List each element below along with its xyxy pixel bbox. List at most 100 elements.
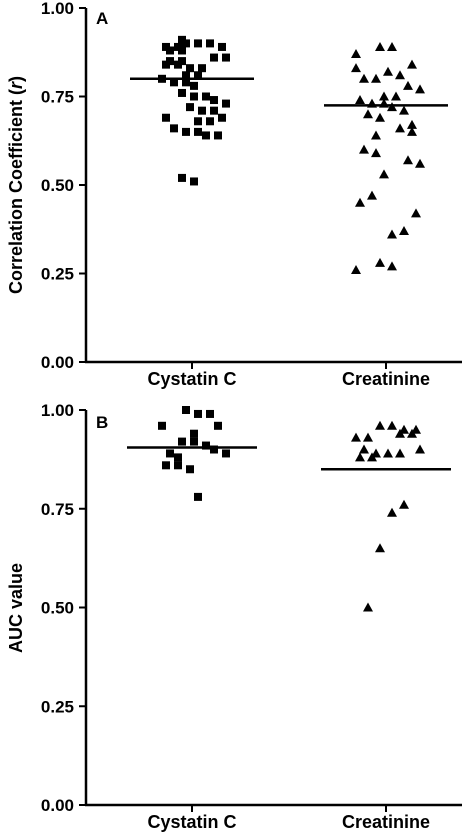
data-point-square: [206, 409, 214, 418]
data-point-triangle: [379, 91, 389, 101]
panel-label: A: [96, 9, 108, 28]
data-point-triangle: [359, 73, 369, 83]
data-point-square: [190, 177, 198, 186]
y-axis-label: Correlation Coefficient (r): [6, 76, 26, 294]
data-point-square: [182, 78, 190, 87]
data-point-triangle: [355, 95, 365, 105]
y-tick-label: 1.00: [41, 401, 74, 420]
panel-label: B: [96, 413, 108, 432]
data-point-triangle: [407, 119, 417, 129]
data-point-triangle: [407, 59, 417, 69]
panel-b: 0.00 0.25 0.50 0.75 1.00 Cystatin C Creatinine…: [6, 401, 462, 832]
data-point-triangle: [395, 448, 405, 458]
data-point-square: [174, 453, 182, 462]
data-point-triangle: [371, 130, 381, 140]
data-point-triangle: [395, 123, 405, 133]
data-point-square: [178, 88, 186, 97]
data-point-triangle: [367, 452, 377, 462]
data-point-square: [162, 113, 170, 122]
data-point-triangle: [415, 84, 425, 94]
data-point-triangle: [351, 49, 361, 59]
data-point-square: [194, 39, 202, 48]
data-point-square: [178, 46, 186, 55]
y-tick-label: 0.25: [41, 697, 74, 716]
y-tick-label: 0.50: [41, 176, 74, 195]
data-point-square: [190, 81, 198, 90]
data-point-square: [166, 46, 174, 55]
data-point-square: [194, 409, 202, 418]
data-point-triangle: [363, 432, 373, 442]
data-point-square: [182, 127, 190, 136]
data-point-square: [162, 60, 170, 69]
data-point-triangle: [363, 602, 373, 612]
data-point-triangle: [367, 190, 377, 200]
data-point-triangle: [387, 420, 397, 430]
y-axis-label: AUC value: [6, 563, 26, 653]
data-point-square: [162, 461, 170, 470]
data-point-square: [222, 449, 230, 458]
data-point-triangle: [399, 105, 409, 115]
data-point-triangle: [351, 63, 361, 73]
data-point-triangle: [391, 91, 401, 101]
data-point-triangle: [387, 229, 397, 239]
data-point-square: [186, 465, 194, 474]
data-point-square: [190, 437, 198, 446]
y-tick-label: 0.00: [41, 796, 74, 815]
data-point-square: [210, 96, 218, 105]
data-point-square: [190, 429, 198, 438]
data-point-triangle: [383, 66, 393, 76]
y-tick-label: 0.25: [41, 265, 74, 284]
data-point-triangle: [375, 257, 385, 267]
data-point-triangle: [351, 432, 361, 442]
data-point-triangle: [359, 144, 369, 154]
data-point-square: [178, 437, 186, 446]
x-category-label: Creatinine: [342, 369, 430, 389]
data-point-square: [210, 445, 218, 454]
data-point-triangle: [375, 420, 385, 430]
y-tick-label: 1.00: [41, 0, 74, 18]
data-point-triangle: [379, 169, 389, 179]
data-point-triangle: [387, 102, 397, 112]
data-point-square: [210, 106, 218, 115]
data-point-square: [194, 117, 202, 126]
data-point-square: [222, 53, 230, 62]
data-point-square: [206, 39, 214, 48]
data-point-triangle: [371, 73, 381, 83]
data-point-square: [202, 441, 210, 450]
data-point-triangle: [415, 158, 425, 168]
data-point-triangle: [411, 208, 421, 218]
data-point-triangle: [359, 444, 369, 454]
data-point-triangle: [371, 148, 381, 158]
data-point-square: [174, 461, 182, 470]
data-point-triangle: [375, 543, 385, 553]
data-point-triangle: [387, 261, 397, 271]
data-point-square: [182, 406, 190, 414]
data-point-square: [202, 131, 210, 140]
x-category-label: Cystatin C: [147, 369, 236, 389]
data-point-square: [190, 92, 198, 101]
data-point-triangle: [355, 452, 365, 462]
data-point-triangle: [351, 264, 361, 274]
data-point-triangle: [355, 197, 365, 207]
y-tick-label: 0.00: [41, 353, 74, 372]
data-point-square: [186, 103, 194, 112]
x-category-label: Creatinine: [342, 812, 430, 832]
data-point-square: [222, 99, 230, 108]
data-point-triangle: [387, 507, 397, 517]
data-point-triangle: [415, 444, 425, 454]
data-point-square: [218, 113, 226, 122]
data-point-square: [206, 117, 214, 126]
data-point-square: [186, 64, 194, 73]
data-point-triangle: [363, 109, 373, 119]
y-tick-label: 0.75: [41, 88, 74, 107]
y-tick-label: 0.50: [41, 599, 74, 618]
data-point-triangle: [403, 80, 413, 90]
data-point-square: [202, 92, 210, 101]
data-point-square: [158, 421, 166, 430]
data-point-triangle: [375, 112, 385, 122]
data-point-triangle: [399, 226, 409, 236]
data-point-triangle: [407, 428, 417, 438]
y-tick-label: 0.75: [41, 500, 74, 519]
data-point-square: [194, 492, 202, 501]
